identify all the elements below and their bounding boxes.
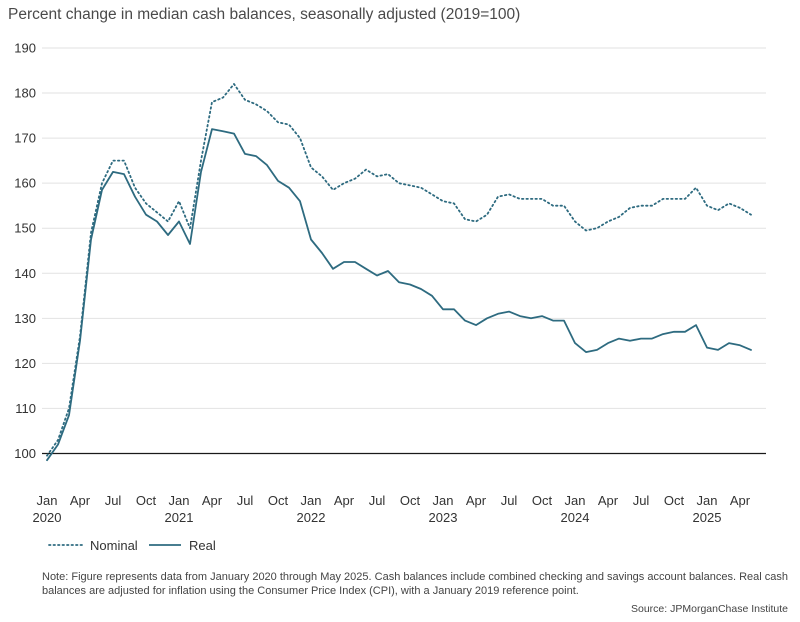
x-axis-ticks: Jan 2020 Apr Jul Oct Jan 2021 Apr Jul Oct Jan 2022 A… — [33, 493, 751, 525]
y-tick-label: 140 — [14, 266, 36, 281]
x-tick-label: Jul — [633, 493, 650, 508]
chart-title: Percent change in median cash balances, … — [8, 6, 521, 23]
x-tick-label: Oct — [268, 493, 289, 508]
gridlines — [42, 47, 766, 409]
x-tick-label: Jan — [697, 493, 718, 508]
series-line-real — [46, 128, 752, 462]
x-tick-label: Apr — [202, 493, 223, 508]
x-tick-label: Jan — [565, 493, 586, 508]
x-tick-year-label: 2025 — [693, 510, 722, 525]
x-tick-label: Jan — [433, 493, 454, 508]
y-tick-label: 190 — [14, 41, 36, 56]
legend-nominal-label: Nominal — [90, 538, 138, 553]
y-tick-label: 150 — [14, 221, 36, 236]
y-tick-label: 180 — [14, 86, 36, 101]
x-tick-label: Jan — [301, 493, 322, 508]
x-tick-label: Jul — [105, 493, 122, 508]
y-axis-ticks: 100 110 120 130 140 150 160 170 180 190 — [14, 41, 36, 461]
footnote: Note: Figure represents data from Januar… — [42, 571, 788, 597]
legend-real-label: Real — [189, 538, 216, 553]
x-tick-label: Oct — [400, 493, 421, 508]
x-tick-year-label: 2020 — [33, 510, 62, 525]
y-tick-label: 130 — [14, 311, 36, 326]
x-tick-year-label: 2021 — [165, 510, 194, 525]
x-tick-label: Oct — [136, 493, 157, 508]
y-tick-label: 110 — [15, 401, 36, 416]
x-tick-label: Jan — [169, 493, 190, 508]
x-tick-label: Oct — [532, 493, 553, 508]
x-tick-label: Jan — [37, 493, 58, 508]
x-tick-label: Apr — [334, 493, 355, 508]
x-tick-label: Jul — [237, 493, 254, 508]
legend: Nominal Real — [48, 538, 216, 553]
x-tick-label: Jul — [501, 493, 518, 508]
series-lines — [46, 83, 752, 462]
y-tick-label: 120 — [14, 356, 36, 371]
x-tick-label: Apr — [598, 493, 619, 508]
y-tick-label: 160 — [14, 176, 36, 191]
y-tick-label: 170 — [14, 131, 36, 146]
y-tick-label: 100 — [14, 446, 36, 461]
x-tick-label: Apr — [730, 493, 751, 508]
x-tick-label: Apr — [70, 493, 91, 508]
x-tick-year-label: 2022 — [297, 510, 326, 525]
series-line-nominal — [46, 83, 752, 457]
x-tick-label: Jul — [369, 493, 386, 508]
x-tick-year-label: 2023 — [429, 510, 458, 525]
source-credit: Source: JPMorganChase Institute — [631, 603, 788, 615]
x-tick-label: Oct — [664, 493, 685, 508]
x-tick-year-label: 2024 — [561, 510, 590, 525]
x-tick-label: Apr — [466, 493, 487, 508]
